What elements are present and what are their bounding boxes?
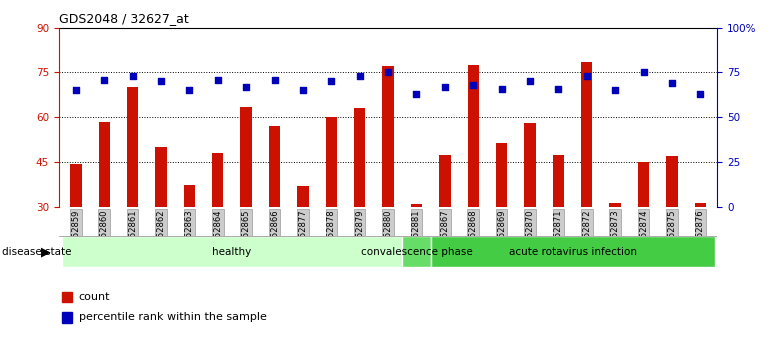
Bar xyxy=(553,155,564,207)
Bar xyxy=(411,204,422,207)
Bar xyxy=(62,236,402,267)
Bar xyxy=(325,117,337,207)
Point xyxy=(609,88,622,93)
Text: count: count xyxy=(78,292,110,302)
Point xyxy=(296,88,309,93)
Bar xyxy=(638,162,649,207)
Bar xyxy=(383,67,394,207)
Text: disease state: disease state xyxy=(2,247,71,257)
Point xyxy=(694,91,706,97)
Bar xyxy=(127,87,138,207)
Point xyxy=(666,80,678,86)
Bar xyxy=(62,292,72,302)
Bar xyxy=(99,122,110,207)
Bar xyxy=(430,236,714,267)
Point xyxy=(154,79,167,84)
Point xyxy=(438,84,451,90)
Point xyxy=(637,70,650,75)
Point xyxy=(410,91,423,97)
Bar xyxy=(439,155,451,207)
Point xyxy=(325,79,338,84)
Bar xyxy=(496,143,507,207)
Bar xyxy=(666,156,677,207)
Text: convalescence phase: convalescence phase xyxy=(361,247,472,257)
Bar xyxy=(269,126,280,207)
Bar xyxy=(695,203,706,207)
Text: GDS2048 / 32627_at: GDS2048 / 32627_at xyxy=(59,12,188,25)
Bar xyxy=(155,147,167,207)
Text: percentile rank within the sample: percentile rank within the sample xyxy=(78,313,267,322)
Bar xyxy=(609,203,621,207)
Point xyxy=(268,77,281,82)
Bar xyxy=(297,186,309,207)
Point xyxy=(382,70,394,75)
Point xyxy=(580,73,593,79)
Point xyxy=(354,73,366,79)
Text: ▶: ▶ xyxy=(42,245,51,258)
Point xyxy=(240,84,252,90)
Point xyxy=(212,77,224,82)
Bar xyxy=(70,164,82,207)
Point xyxy=(467,82,480,88)
Point xyxy=(70,88,82,93)
Bar xyxy=(467,65,479,207)
Text: healthy: healthy xyxy=(212,247,252,257)
Point xyxy=(524,79,536,84)
Bar xyxy=(241,107,252,207)
Bar xyxy=(183,185,195,207)
Bar xyxy=(354,108,365,207)
Point xyxy=(126,73,139,79)
Point xyxy=(98,77,111,82)
Point xyxy=(495,86,508,91)
Bar xyxy=(581,62,593,207)
Bar xyxy=(212,153,223,207)
Bar xyxy=(524,123,535,207)
Point xyxy=(552,86,564,91)
Bar xyxy=(62,313,72,323)
Point xyxy=(183,88,196,93)
Bar xyxy=(402,236,430,267)
Text: acute rotavirus infection: acute rotavirus infection xyxy=(509,247,637,257)
